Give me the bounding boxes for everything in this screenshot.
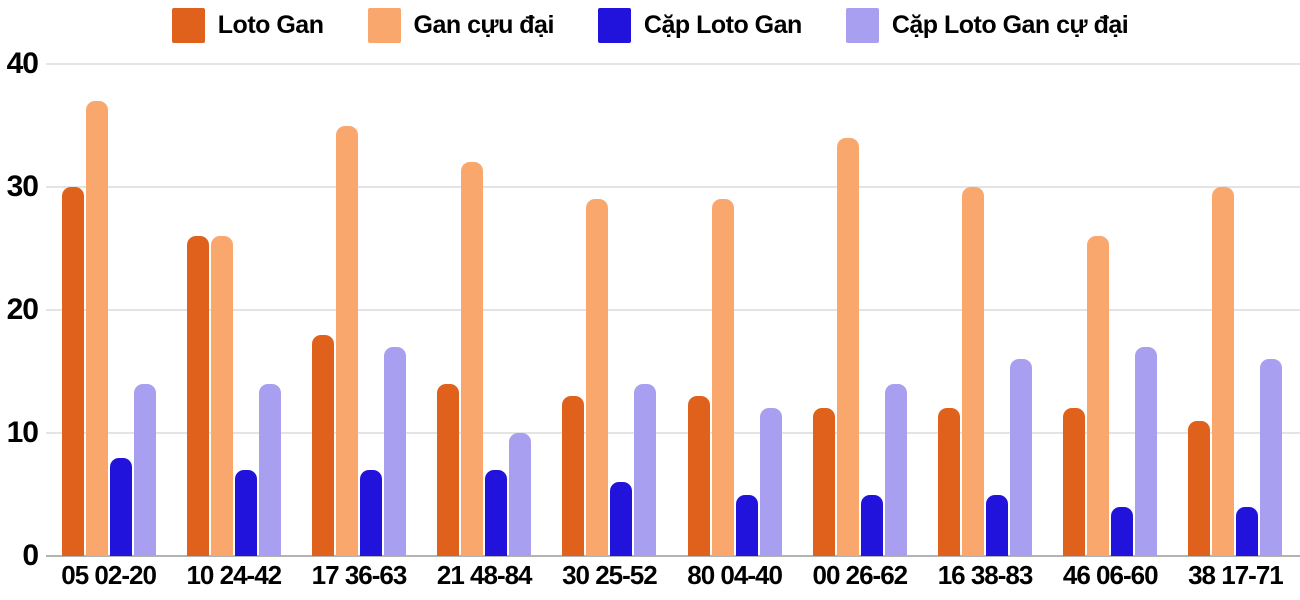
bar[interactable]: [860, 494, 883, 556]
bar-group: [672, 64, 797, 556]
legend-label: Cặp Loto Gan cự đại: [891, 11, 1129, 39]
y-axis-tick-label: 0: [22, 539, 39, 572]
x-axis-line: [46, 555, 1300, 557]
bars-area: [46, 64, 1298, 556]
x-axis-tick-label: 46 06-60: [1062, 560, 1159, 590]
x-axis-tick-label: 05 02-20: [61, 560, 157, 590]
bar[interactable]: [1188, 420, 1211, 556]
legend-item[interactable]: Gan cựu đại: [367, 8, 555, 43]
bar[interactable]: [1236, 506, 1259, 556]
bar-group: [922, 64, 1047, 556]
bar[interactable]: [1010, 359, 1033, 556]
bar[interactable]: [384, 346, 406, 556]
bar[interactable]: [1260, 359, 1283, 556]
bar[interactable]: [610, 482, 633, 556]
bar[interactable]: [437, 383, 460, 556]
gridline: [46, 432, 1300, 434]
x-axis-tick-label: 16 38-83: [937, 560, 1034, 590]
legend-label: Loto Gan: [217, 11, 324, 39]
bar[interactable]: [336, 125, 358, 556]
bar[interactable]: [1087, 236, 1110, 556]
bar[interactable]: [634, 383, 657, 556]
bar[interactable]: [836, 137, 859, 556]
bar[interactable]: [586, 199, 609, 556]
x-axis-tick-label: 00 26-62: [812, 560, 908, 590]
legend-label: Gan cựu đại: [413, 11, 555, 39]
bar[interactable]: [884, 383, 907, 556]
bar-group: [797, 64, 922, 556]
bar[interactable]: [509, 433, 532, 556]
x-axis-tick-label: 10 24-42: [186, 560, 282, 590]
legend-label: Cặp Loto Gan: [643, 11, 802, 39]
bar[interactable]: [962, 187, 985, 556]
bar[interactable]: [186, 236, 209, 556]
bar[interactable]: [485, 469, 508, 556]
bar[interactable]: [1212, 187, 1235, 556]
bar[interactable]: [812, 408, 835, 556]
bar[interactable]: [133, 383, 156, 556]
chart-legend: Loto Gan Gan cựu đại Cặp Loto Gan Cặp Loto …: [0, 8, 1300, 43]
bar[interactable]: [1135, 346, 1158, 556]
x-axis-tick-label: 80 04-40: [687, 560, 783, 590]
y-axis-tick-label: 10: [6, 416, 39, 449]
bar-group: [1048, 64, 1173, 556]
bar[interactable]: [109, 457, 132, 556]
bar-group: [422, 64, 547, 556]
bar[interactable]: [687, 396, 710, 556]
x-axis-tick-label: 17 36-63: [311, 560, 408, 590]
bar[interactable]: [562, 396, 585, 556]
legend-swatch-icon: [171, 8, 205, 43]
legend-swatch-icon: [597, 8, 631, 43]
bar[interactable]: [210, 236, 233, 556]
bar[interactable]: [711, 199, 734, 556]
gridline: [46, 309, 1300, 311]
bar[interactable]: [234, 469, 257, 556]
y-axis-tick-label: 40: [6, 47, 39, 80]
bar-group: [46, 64, 171, 556]
bar[interactable]: [986, 494, 1009, 556]
x-axis-labels: 05 02-20 10 24-42 17 36-63 21 48-84 30 25-52…: [46, 560, 1298, 591]
x-axis-tick-label: 30 25-52: [562, 560, 658, 590]
bar[interactable]: [258, 383, 281, 556]
bar-group: [296, 64, 421, 556]
bar[interactable]: [61, 187, 84, 556]
bar[interactable]: [312, 334, 334, 556]
bar[interactable]: [938, 408, 961, 556]
bar-group: [171, 64, 296, 556]
bar[interactable]: [360, 469, 382, 556]
bar[interactable]: [759, 408, 782, 556]
x-axis-tick-label: 38 17-71: [1188, 560, 1284, 590]
y-axis-tick-label: 30: [6, 170, 39, 203]
bar-group: [547, 64, 672, 556]
bar[interactable]: [461, 162, 484, 556]
bar[interactable]: [1111, 506, 1134, 556]
legend-item[interactable]: Loto Gan: [171, 8, 324, 43]
x-axis-tick-label: 21 48-84: [436, 560, 533, 590]
bar[interactable]: [735, 494, 758, 556]
bar-group: [1173, 64, 1298, 556]
bar[interactable]: [1063, 408, 1086, 556]
legend-item[interactable]: Cặp Loto Gan cự đại: [845, 8, 1129, 43]
bar[interactable]: [85, 100, 108, 556]
legend-item[interactable]: Cặp Loto Gan: [597, 8, 802, 43]
legend-swatch-icon: [845, 8, 879, 43]
y-axis-tick-label: 20: [6, 293, 39, 326]
gridline: [46, 63, 1300, 65]
legend-swatch-icon: [367, 8, 401, 43]
gridline: [46, 186, 1300, 188]
